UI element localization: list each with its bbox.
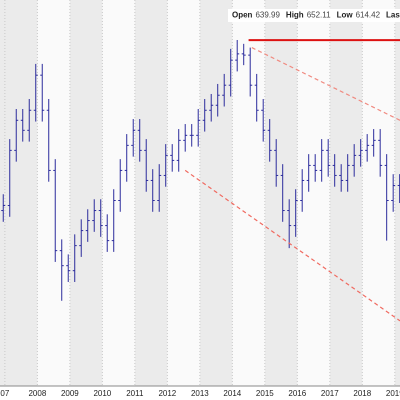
x-tick-label: 07 xyxy=(0,389,9,398)
x-tick-label: 2011 xyxy=(126,389,144,398)
info-value: 652.11 xyxy=(307,11,331,20)
year-bands xyxy=(0,0,400,386)
x-tick-label: 2014 xyxy=(223,389,241,398)
x-axis-band xyxy=(0,386,400,400)
year-band xyxy=(232,0,265,386)
x-tick-label: 2009 xyxy=(61,389,79,398)
x-tick-label: 2017 xyxy=(321,389,339,398)
info-label: High xyxy=(286,11,304,20)
year-band xyxy=(37,0,70,386)
info-label: Last xyxy=(386,11,400,20)
x-tick-label: 2019 xyxy=(386,389,400,398)
info-label: Low xyxy=(337,11,354,20)
year-band xyxy=(362,0,395,386)
x-tick-label: 2013 xyxy=(191,389,209,398)
year-band xyxy=(167,0,200,386)
price-bars xyxy=(1,40,400,301)
year-band xyxy=(102,0,135,386)
x-tick-label: 2012 xyxy=(158,389,176,398)
header-bg xyxy=(228,9,400,22)
x-tick-label: 2008 xyxy=(28,389,46,398)
x-tick-label: 2015 xyxy=(256,389,274,398)
trend-line xyxy=(184,169,400,322)
trend-lines xyxy=(184,39,400,322)
year-band xyxy=(297,0,330,386)
info-value: 614.42 xyxy=(356,11,381,20)
x-tick-label: 2018 xyxy=(353,389,371,398)
x-tick-label: 2010 xyxy=(93,389,111,398)
info-label: Open xyxy=(232,11,253,20)
x-tick-label: 2016 xyxy=(288,389,306,398)
grid xyxy=(4,0,396,389)
info-value: 639.99 xyxy=(255,11,280,20)
